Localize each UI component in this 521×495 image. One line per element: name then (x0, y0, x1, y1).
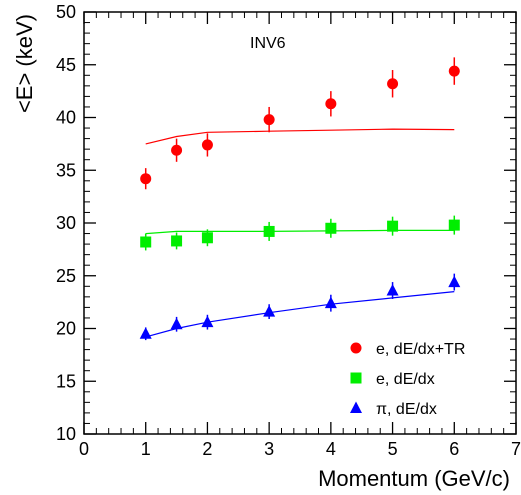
y-tick-label: 30 (56, 213, 76, 233)
x-tick-label: 4 (326, 439, 336, 459)
legend-label: π, dE/dx (376, 401, 437, 418)
axis-ticks (83, 11, 517, 435)
data-point (139, 327, 152, 339)
fit-line (145, 291, 455, 338)
y-tick-label: 15 (56, 371, 76, 391)
legend-label: e, dE/dx+TR (376, 341, 465, 358)
x-axis-title: Momentum (GeV/c) (318, 466, 510, 491)
y-axis-title: <E> (keV) (12, 14, 37, 113)
data-point (201, 232, 213, 244)
data-point (170, 317, 183, 330)
legend-label: e, dE/dx (376, 371, 435, 388)
data-point (448, 219, 460, 231)
data-point (171, 144, 183, 156)
data-point (325, 98, 337, 110)
fit-lines (145, 128, 455, 338)
y-tick-label: 40 (56, 108, 76, 128)
data-point (140, 173, 152, 185)
data-point (263, 114, 275, 126)
x-tick-label: 5 (388, 439, 398, 459)
x-tick-label: 2 (202, 439, 212, 459)
legend-marker (350, 401, 362, 413)
data-points (139, 57, 461, 341)
legend: e, dE/dx+TR e, dE/dx π, dE/dx (350, 341, 465, 418)
x-tick-label: 0 (79, 439, 89, 459)
x-tick-label: 3 (264, 439, 274, 459)
y-tick-label: 50 (56, 2, 76, 22)
y-tick-label: 45 (56, 55, 76, 75)
y-tick-label: 20 (56, 319, 76, 339)
data-point (263, 225, 275, 237)
y-tick-label: 35 (56, 160, 76, 180)
legend-marker (350, 342, 362, 354)
legend-marker (350, 372, 362, 384)
fit-line (145, 128, 455, 145)
data-point (171, 235, 183, 247)
y-tick-label: 25 (56, 266, 76, 286)
data-point (448, 65, 460, 77)
data-point (387, 220, 399, 232)
annotation-label: INV6 (250, 35, 286, 52)
data-point (201, 139, 213, 151)
x-tick-label: 6 (449, 439, 459, 459)
data-point (386, 284, 399, 296)
x-tick-label: 7 (511, 439, 521, 459)
y-tick-label: 10 (56, 424, 76, 444)
data-point (448, 275, 461, 288)
fit-line (145, 229, 455, 235)
data-point (324, 296, 337, 309)
data-point (201, 315, 214, 328)
data-point (387, 78, 399, 90)
data-point (140, 236, 152, 248)
x-tick-label: 1 (141, 439, 151, 459)
data-point (325, 222, 337, 234)
data-point (263, 305, 276, 317)
